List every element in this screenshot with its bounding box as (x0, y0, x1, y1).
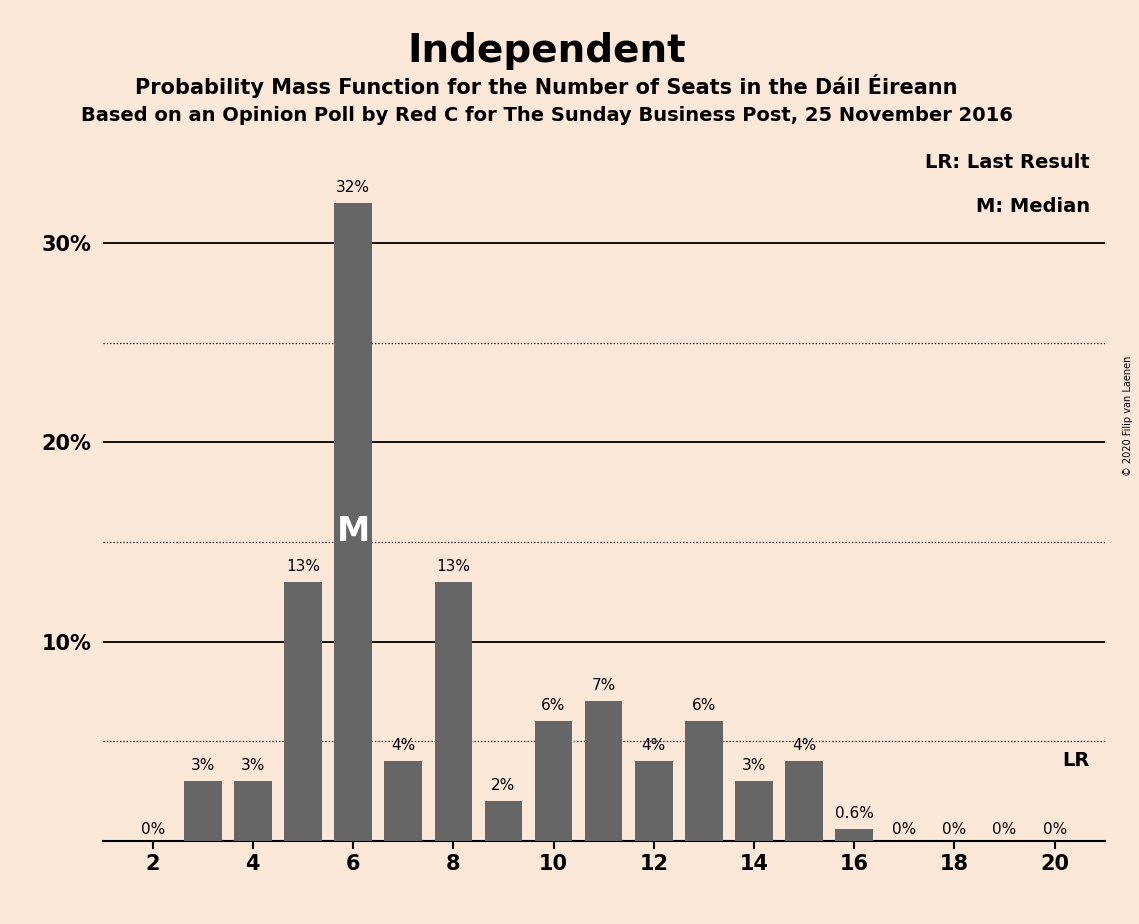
Bar (736, 781, 772, 841)
Text: M: Median: M: Median (976, 197, 1090, 216)
Text: 0%: 0% (942, 821, 967, 837)
Text: 0%: 0% (1042, 821, 1067, 837)
Text: 6%: 6% (541, 699, 566, 713)
Bar (435, 582, 472, 841)
Text: 3%: 3% (190, 758, 215, 773)
Text: 0%: 0% (140, 821, 165, 837)
Bar (585, 701, 622, 841)
Text: 7%: 7% (591, 678, 616, 693)
Text: Independent: Independent (408, 32, 686, 70)
Bar (285, 582, 321, 841)
Bar (485, 801, 522, 841)
Text: LR: Last Result: LR: Last Result (925, 153, 1090, 172)
Bar (636, 761, 672, 841)
Bar (836, 829, 872, 841)
Text: 3%: 3% (240, 758, 265, 773)
Text: Probability Mass Function for the Number of Seats in the Dáil Éireann: Probability Mass Function for the Number… (136, 74, 958, 98)
Text: M: M (336, 516, 370, 549)
Bar (385, 761, 421, 841)
Text: 32%: 32% (336, 180, 370, 195)
Bar (335, 203, 371, 841)
Text: 2%: 2% (491, 778, 516, 793)
Bar (686, 722, 723, 841)
Text: 6%: 6% (691, 699, 716, 713)
Text: © 2020 Filip van Laenen: © 2020 Filip van Laenen (1123, 356, 1133, 476)
Text: 13%: 13% (436, 559, 470, 574)
Text: Based on an Opinion Poll by Red C for The Sunday Business Post, 25 November 2016: Based on an Opinion Poll by Red C for Th… (81, 106, 1013, 126)
Text: 4%: 4% (792, 738, 817, 753)
Text: 4%: 4% (391, 738, 416, 753)
Text: 0%: 0% (892, 821, 917, 837)
Text: 13%: 13% (286, 559, 320, 574)
Text: 0.6%: 0.6% (835, 806, 874, 821)
Text: LR: LR (1063, 751, 1090, 770)
Bar (535, 722, 572, 841)
Bar (235, 781, 271, 841)
Text: 4%: 4% (641, 738, 666, 753)
Text: 3%: 3% (741, 758, 767, 773)
Bar (786, 761, 822, 841)
Text: 0%: 0% (992, 821, 1017, 837)
Bar (183, 781, 221, 841)
